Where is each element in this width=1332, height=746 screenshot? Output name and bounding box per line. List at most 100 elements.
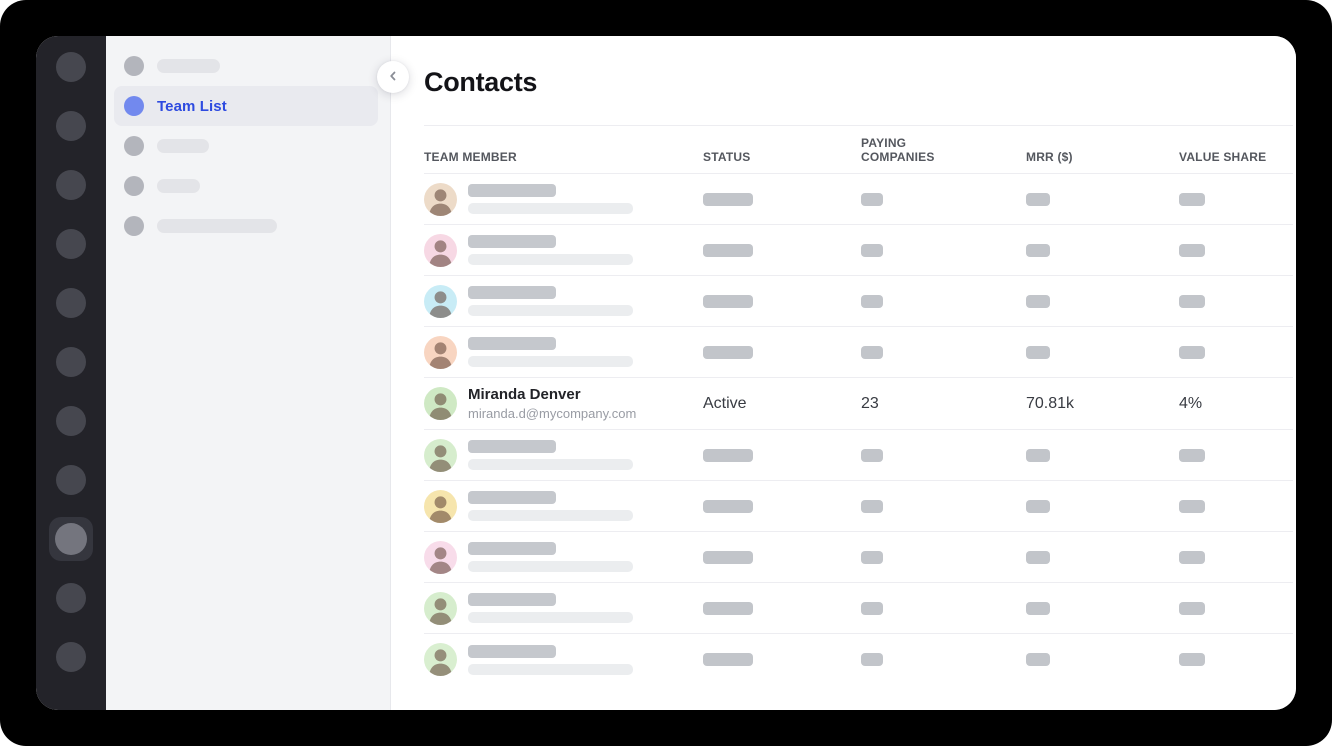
icon-rail (36, 36, 106, 710)
column-header: VALUE SHARE (1179, 150, 1267, 164)
nav-placeholder-icon (56, 347, 86, 377)
placeholder-bar (468, 491, 556, 504)
avatar (424, 233, 457, 267)
sidebar: Team List (106, 36, 391, 710)
rail-nav-icon[interactable] (49, 576, 93, 620)
placeholder-bar (468, 542, 556, 555)
placeholder-bar (1179, 448, 1205, 462)
placeholder-bar (703, 653, 753, 666)
placeholder-bar (861, 499, 883, 513)
placeholder-bar (157, 59, 220, 73)
placeholder-bar (861, 345, 883, 359)
rail-nav-icon[interactable] (49, 458, 93, 502)
placeholder-bar (468, 663, 633, 675)
placeholder-bar (703, 294, 753, 308)
rail-nav-icon[interactable] (49, 340, 93, 384)
placeholder-bar (468, 561, 633, 572)
mrr-value: 70.81k (1026, 394, 1075, 412)
sidebar-item-placeholder[interactable] (114, 46, 378, 86)
placeholder-bar (703, 345, 753, 359)
status-value: Active (703, 394, 747, 412)
rail-nav-icon[interactable] (49, 222, 93, 266)
placeholder-bar (468, 459, 633, 470)
placeholder-bar (861, 192, 883, 206)
menu-placeholder-icon (124, 136, 144, 156)
member-name: Miranda Denver (468, 386, 581, 403)
placeholder-bar (1026, 499, 1050, 513)
placeholder-bar (468, 235, 556, 248)
placeholder-bar (703, 448, 753, 462)
sidebar-item-placeholder[interactable] (114, 166, 378, 206)
avatar (424, 643, 457, 676)
sidebar-item-team-list[interactable]: Team List (114, 86, 378, 126)
placeholder-bar (703, 192, 753, 206)
placeholder-bar (1026, 550, 1050, 564)
rail-nav-icon[interactable] (49, 45, 93, 89)
table-row[interactable] (424, 276, 1293, 327)
table-row-miranda-denver[interactable]: Miranda Denver miranda.d@mycompany.com A… (424, 378, 1293, 430)
nav-placeholder-icon (56, 465, 86, 495)
placeholder-bar (861, 243, 883, 257)
rail-nav-icon[interactable] (49, 281, 93, 325)
rail-nav-icon[interactable] (49, 104, 93, 148)
placeholder-bar (861, 550, 883, 564)
avatar (424, 284, 457, 318)
table-row[interactable] (424, 634, 1293, 685)
table-row[interactable] (424, 430, 1293, 481)
placeholder-bar (468, 440, 556, 453)
sidebar-collapse-button[interactable] (377, 61, 409, 93)
placeholder-bar (1179, 243, 1205, 257)
placeholder-bar (468, 510, 633, 521)
nav-placeholder-icon (56, 170, 86, 200)
table-row[interactable] (424, 225, 1293, 276)
placeholder-bar (1179, 294, 1205, 308)
placeholder-bar (468, 644, 556, 658)
placeholder-bar (1179, 653, 1205, 666)
nav-placeholder-icon (56, 406, 86, 436)
column-header: MRR ($) (1026, 150, 1073, 164)
avatar (424, 335, 457, 369)
table-row[interactable] (424, 327, 1293, 378)
sidebar-item-label: Team List (157, 97, 227, 115)
placeholder-bar (703, 499, 753, 513)
sidebar-item-placeholder[interactable] (114, 206, 378, 246)
column-header: PAYING COMPANIES (861, 136, 935, 164)
table-row[interactable] (424, 532, 1293, 583)
table-row[interactable] (424, 481, 1293, 532)
nav-placeholder-icon (56, 288, 86, 318)
placeholder-bar (468, 286, 556, 299)
placeholder-bar (468, 184, 556, 197)
placeholder-bar (468, 337, 556, 350)
placeholder-bar (157, 219, 277, 233)
placeholder-bar (861, 653, 883, 666)
placeholder-bar (1026, 448, 1050, 462)
placeholder-bar (861, 448, 883, 462)
nav-placeholder-icon (56, 229, 86, 259)
rail-nav-icon[interactable] (49, 163, 93, 207)
page-title: Contacts (424, 67, 538, 97)
rail-nav-icon[interactable] (49, 635, 93, 679)
nav-placeholder-icon (56, 642, 86, 672)
avatar (424, 489, 457, 523)
avatar (424, 540, 457, 574)
rail-nav-icon-active[interactable] (49, 517, 93, 561)
placeholder-bar (1179, 345, 1205, 359)
sidebar-item-placeholder[interactable] (114, 126, 378, 166)
table-row[interactable] (424, 174, 1293, 225)
table-row[interactable] (424, 583, 1293, 634)
column-header: TEAM MEMBER (424, 150, 517, 164)
rail-nav-icon[interactable] (49, 399, 93, 443)
column-header: STATUS (703, 150, 751, 164)
placeholder-bar (1179, 192, 1205, 206)
placeholder-bar (703, 550, 753, 564)
avatar (424, 182, 457, 216)
placeholder-bar (1179, 499, 1205, 513)
table-header-row: TEAM MEMBER STATUS PAYING COMPANIES MRR ($)… (424, 125, 1293, 174)
main-content: Contacts TEAM MEMBER STATUS PAYING COMPANI… (391, 36, 1296, 710)
value-share-value: 4% (1179, 394, 1203, 412)
placeholder-bar (468, 254, 633, 265)
placeholder-bar (468, 593, 556, 606)
table-body: Miranda Denver miranda.d@mycompany.com A… (424, 174, 1293, 685)
contacts-table: TEAM MEMBER STATUS PAYING COMPANIES MRR ($)… (424, 125, 1293, 685)
